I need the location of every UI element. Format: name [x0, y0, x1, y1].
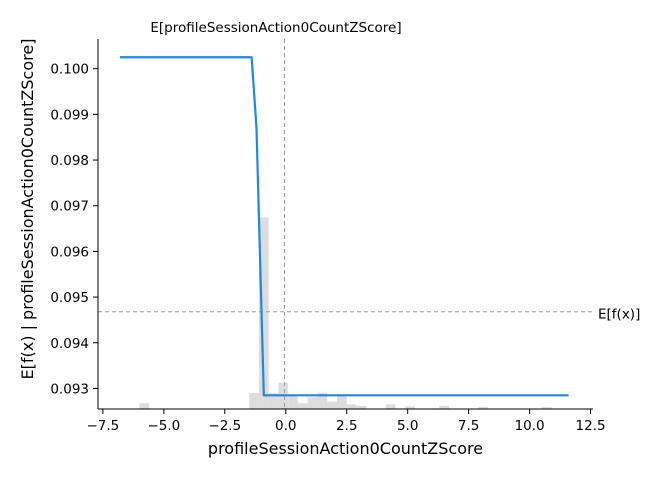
x-tick-label: 2.5: [336, 418, 357, 434]
reference-lines: [98, 39, 593, 409]
feature-histogram: [139, 217, 552, 409]
x-tick-label: 5.0: [397, 418, 418, 434]
x-tick-label: 10.0: [515, 418, 545, 434]
histogram-bar: [258, 217, 269, 409]
x-tick-label: 7.5: [458, 418, 479, 434]
y-tick-label: 0.098: [50, 153, 89, 169]
x-tick-label: −7.5: [86, 418, 119, 434]
histogram-bar: [307, 397, 318, 409]
histogram-bar: [249, 392, 259, 409]
x-axis-title: profileSessionAction0CountZScore: [208, 439, 483, 458]
dependence-line-layer: [119, 56, 569, 397]
histogram-bar: [297, 403, 308, 409]
x-tick-label: 12.5: [576, 418, 606, 434]
histogram-bar: [139, 403, 150, 409]
y-tick-label: 0.096: [50, 244, 89, 260]
histogram-bar: [541, 406, 552, 409]
histogram-bar: [327, 401, 337, 409]
y-tick-label: 0.093: [50, 381, 89, 397]
x-tick-label: −5.0: [147, 418, 180, 434]
histogram-bar: [317, 392, 328, 409]
histogram-bar: [288, 394, 298, 409]
histogram-bar: [268, 393, 279, 409]
histogram-bar: [478, 406, 489, 409]
y-tick-label: 0.100: [50, 62, 89, 78]
y-tick-label: 0.095: [50, 290, 89, 306]
axes: −7.5 −5.0 −2.5 0.0 2.5 5.0 7.5 10.0 12.5 0.093 0.0…: [50, 39, 606, 434]
histogram-bar: [405, 406, 415, 409]
axis-labels: profileSessionAction0CountZScore E[f(x) …: [18, 20, 640, 458]
dependence-line: [119, 56, 569, 397]
y-axis-title: E[f(x) | profileSessionAction0CountZScor…: [18, 39, 37, 380]
x-tick-label: −2.5: [208, 418, 241, 434]
expected-value-label: E[profileSessionAction0CountZScore]: [150, 20, 401, 36]
histogram-bar: [439, 405, 450, 409]
expected-output-label: E[f(x)]: [598, 307, 640, 323]
histogram-bar: [346, 404, 357, 409]
y-tick-label: 0.099: [50, 107, 89, 123]
histogram-bar: [336, 396, 347, 409]
x-tick-label: 0.0: [275, 418, 296, 434]
y-tick-label: 0.094: [50, 336, 89, 352]
histogram-bar: [356, 405, 367, 409]
histogram-bar: [385, 404, 396, 409]
y-tick-label: 0.097: [50, 199, 89, 215]
